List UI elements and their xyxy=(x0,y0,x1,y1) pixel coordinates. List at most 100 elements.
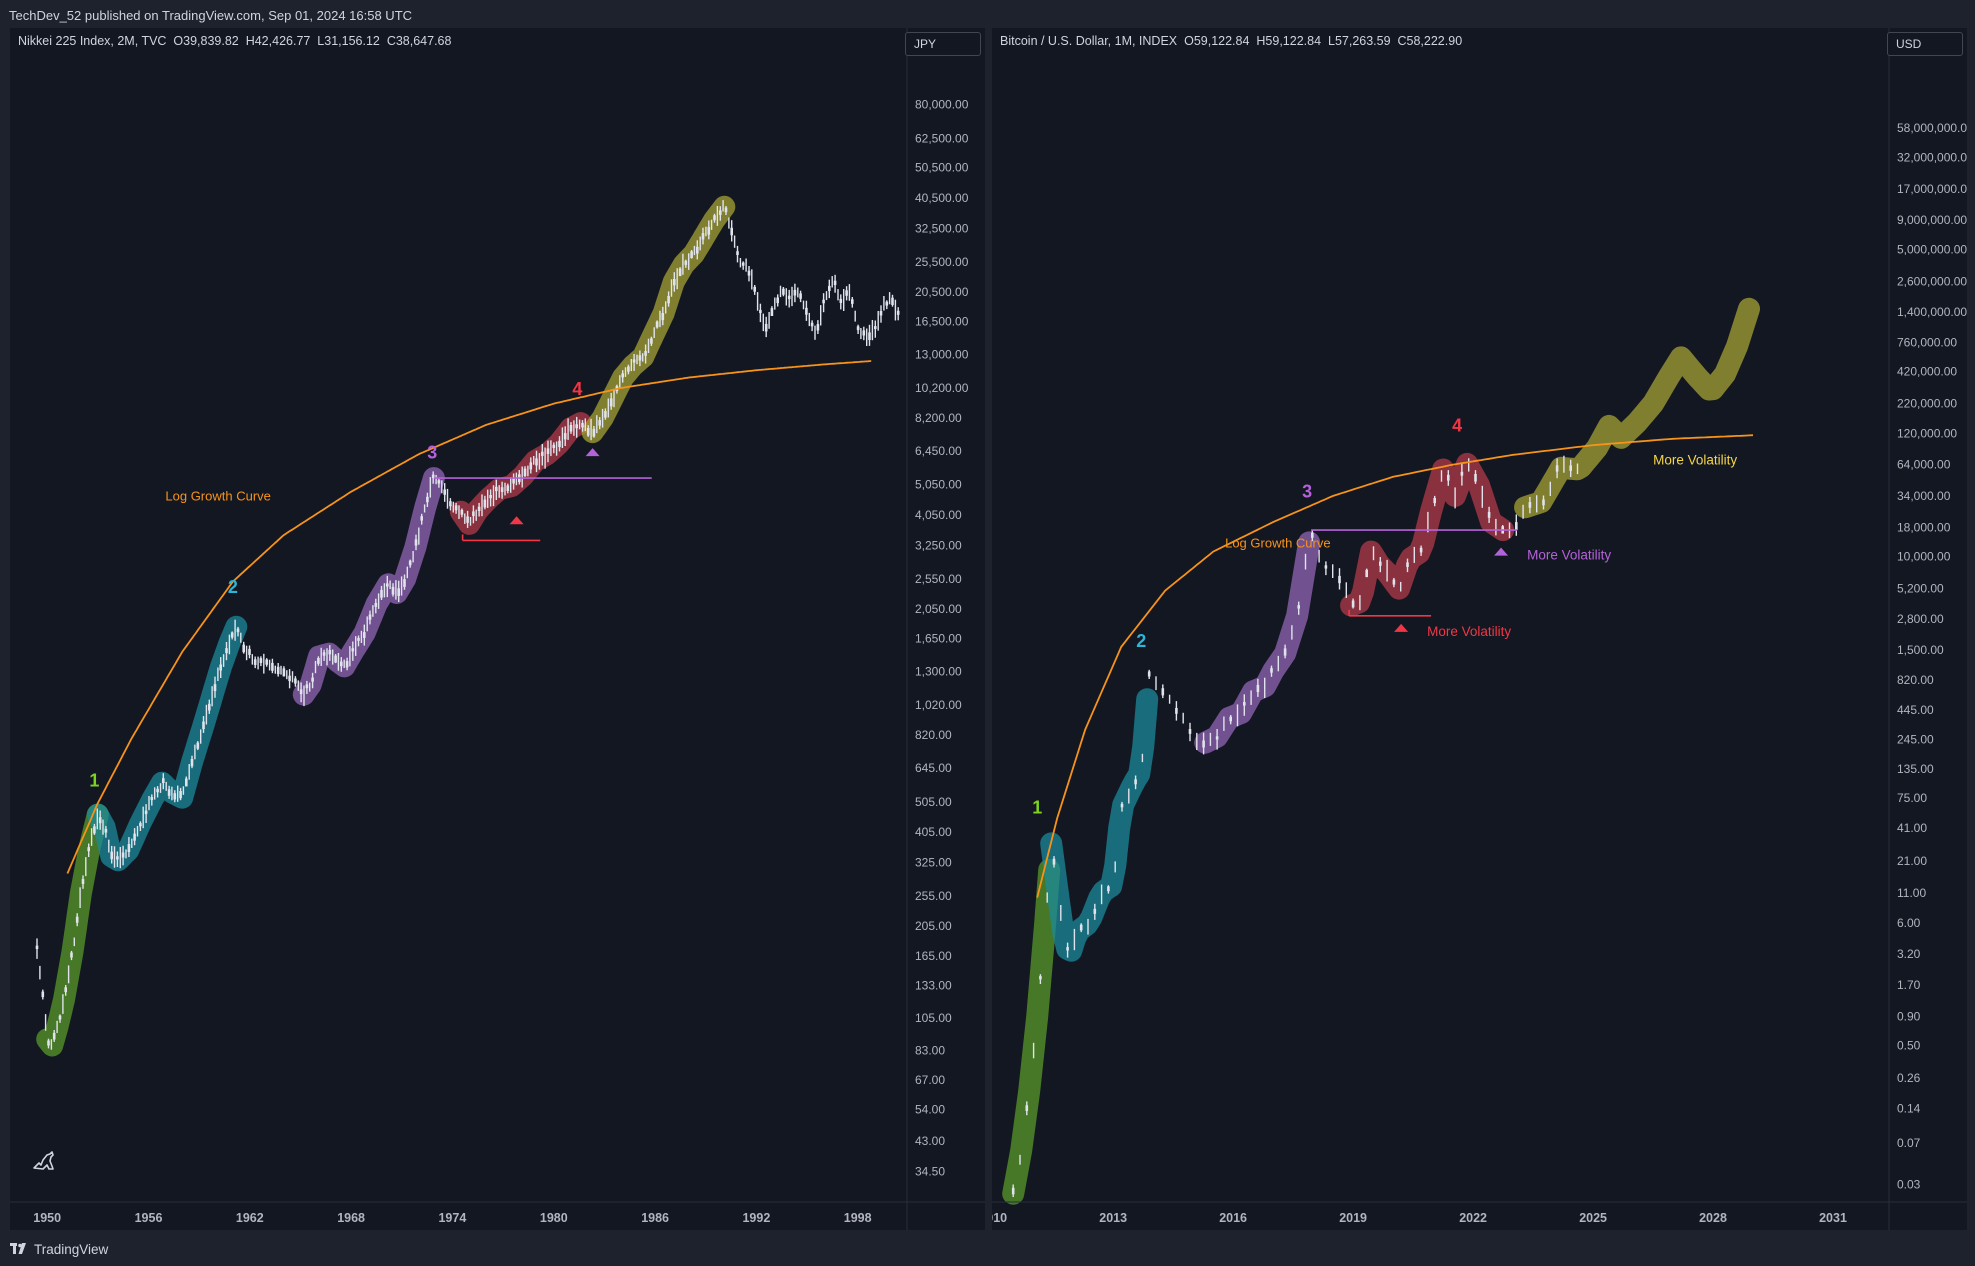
bitcoin-wave-band-2 xyxy=(1040,688,1159,962)
nikkei-candle-body xyxy=(655,321,659,328)
nikkei-candle-body xyxy=(650,338,653,344)
nikkei-candle-body xyxy=(282,668,286,677)
nikkei-candle-body xyxy=(770,308,774,316)
nikkei-y-tick-label: 820.00 xyxy=(915,728,952,742)
bitcoin-y-tick-label: 75.00 xyxy=(1897,791,1927,805)
bitcoin-currency-badge[interactable]: USD xyxy=(1887,32,1963,56)
nikkei-x-tick-label: 1980 xyxy=(540,1211,568,1225)
nikkei-wave-band-2 xyxy=(86,615,248,872)
bitcoin-y-tick-label: 18,000.00 xyxy=(1897,520,1951,534)
nikkei-chart[interactable]: Log Growth Curve123480,000.0062,500.0050… xyxy=(10,28,985,1230)
nikkei-candle-body xyxy=(627,366,630,372)
publish-header: TechDev_52 published on TradingView.com,… xyxy=(0,0,1975,30)
nikkei-x-tick-label: 1992 xyxy=(742,1211,770,1225)
bitcoin-open: 59,122.84 xyxy=(1193,34,1250,48)
nikkei-candle-body xyxy=(512,478,515,484)
nikkei-candle-body xyxy=(299,689,303,695)
bitcoin-x-tick-label: 2010 xyxy=(992,1211,1007,1225)
nikkei-candle-body xyxy=(87,847,90,852)
nikkei-y-tick-label: 67.00 xyxy=(915,1073,945,1087)
nikkei-candle-body xyxy=(116,856,119,860)
bitcoin-overlays: Log Growth Curve More Volatility More Vola… xyxy=(1032,416,1754,898)
nikkei-candle-body xyxy=(437,480,441,484)
nikkei-wave-band-1 xyxy=(36,803,109,1057)
nikkei-legend: Nikkei 225 Index, 2M, TVC O39,839.82 H42… xyxy=(18,34,451,48)
bitcoin-y-tick-label: 58,000,000.00 xyxy=(1897,121,1967,135)
bitcoin-candle-body xyxy=(1256,684,1260,693)
footer: TradingView xyxy=(0,1232,1975,1266)
nikkei-candle-body xyxy=(454,505,458,511)
bitcoin-y-tick-label: 34,000.00 xyxy=(1897,489,1951,503)
bitcoin-x-tick-label: 2016 xyxy=(1219,1211,1247,1225)
nikkei-candle-body xyxy=(529,462,533,470)
nikkei-open-label: O xyxy=(173,34,184,48)
bitcoin-candle-body xyxy=(1433,498,1436,504)
bitcoin-candle-body xyxy=(1066,947,1069,951)
bitcoin-y-tick-label: 2,800.00 xyxy=(1897,612,1944,626)
nikkei-candle-body xyxy=(828,285,831,291)
nikkei-candle-body xyxy=(41,991,45,998)
nikkei-y-tick-label: 83.00 xyxy=(915,1043,945,1057)
nikkei-candle-body xyxy=(351,648,355,652)
nikkei-candle-body xyxy=(575,424,578,429)
nikkei-axes: 80,000.0062,500.0050,500.0040,500.0032,5… xyxy=(10,28,985,1230)
nikkei-candle-body xyxy=(121,852,125,858)
nikkei-candle-body xyxy=(403,579,406,587)
nikkei-wave-label-1: 1 xyxy=(89,770,99,790)
nikkei-candle-body xyxy=(747,270,751,276)
nikkei-candle-body xyxy=(173,793,177,800)
nikkei-chart-panel[interactable]: Log Growth Curve 1 2 3 4 80,000.00 62,500.00 50… xyxy=(10,28,985,1230)
nikkei-candle-body xyxy=(340,661,343,667)
nikkei-candle-body xyxy=(805,307,808,315)
bitcoin-log-growth-curve xyxy=(1036,434,1754,898)
nikkei-candle-body xyxy=(202,721,205,730)
bitcoin-y-tick-label: 5,200.00 xyxy=(1897,582,1944,596)
bitcoin-y-tick-label: 135.00 xyxy=(1897,762,1934,776)
bitcoin-candle-body xyxy=(1542,499,1545,506)
nikkei-marker-triangle-purple xyxy=(585,448,600,457)
bitcoin-y-tick-label: 5,000,000.00 xyxy=(1897,242,1967,256)
nikkei-y-tick-label: 20,500.00 xyxy=(915,285,969,299)
nikkei-low-label: L xyxy=(317,34,325,48)
nikkei-candle-body xyxy=(242,644,245,653)
nikkei-candle-body xyxy=(98,817,102,824)
bitcoin-y-tick-label: 420,000.00 xyxy=(1897,365,1957,379)
nikkei-x-tick-label: 1986 xyxy=(641,1211,669,1225)
nikkei-candle-body xyxy=(874,326,877,330)
bitcoin-candle-body xyxy=(1365,569,1368,578)
nikkei-y-tick-label: 3,250.00 xyxy=(915,538,962,552)
bitcoin-wave-band-4 xyxy=(1340,452,1515,617)
bitcoin-wave-label-1: 1 xyxy=(1032,797,1042,817)
nikkei-close: 38,647.68 xyxy=(395,34,452,48)
bitcoin-y-tick-label: 0.07 xyxy=(1897,1136,1921,1150)
nikkei-candle-body xyxy=(782,288,785,295)
bitcoin-y-tick-label: 2,600,000.00 xyxy=(1897,275,1967,289)
nikkei-candle-body xyxy=(472,511,475,517)
bitcoin-candle-body xyxy=(1134,779,1137,785)
nikkei-candle-body xyxy=(460,509,464,515)
nikkei-candle-body xyxy=(271,662,274,671)
bitcoin-candle-body xyxy=(1406,562,1409,567)
nikkei-candle-body xyxy=(598,420,601,426)
bitcoin-candle-body xyxy=(1460,471,1464,476)
nikkei-currency-badge[interactable]: JPY xyxy=(905,32,981,56)
nikkei-candle-body xyxy=(431,474,435,479)
nikkei-y-tick-label: 32,500.00 xyxy=(915,221,969,235)
nikkei-candle-body xyxy=(833,280,837,285)
bitcoin-candle-body xyxy=(1215,736,1219,740)
bitcoin-candle-body xyxy=(1379,561,1382,566)
bitcoin-chart[interactable]: Log Growth Curve More Volatility More Vola… xyxy=(992,28,1967,1230)
nikkei-candle-body xyxy=(374,603,378,607)
bitcoin-y-tick-label: 6.00 xyxy=(1897,916,1921,930)
nikkei-candle-body xyxy=(259,658,263,663)
bitcoin-candle-body xyxy=(1569,465,1572,471)
nikkei-candle-body xyxy=(162,778,165,783)
nikkei-high: 42,426.77 xyxy=(254,34,311,48)
bitcoin-y-tick-label: 245.00 xyxy=(1897,733,1934,747)
nikkei-candle-body xyxy=(678,268,682,277)
bitcoin-chart-panel[interactable]: Log Growth Curve More Volatility More Vola… xyxy=(992,28,1967,1230)
bitcoin-wave-label-3: 3 xyxy=(1302,481,1312,501)
bitcoin-candle-body xyxy=(1011,1187,1015,1195)
bitcoin-log-growth-curve-label: Log Growth Curve xyxy=(1225,535,1331,550)
nikkei-wave-band-3 xyxy=(292,467,445,706)
